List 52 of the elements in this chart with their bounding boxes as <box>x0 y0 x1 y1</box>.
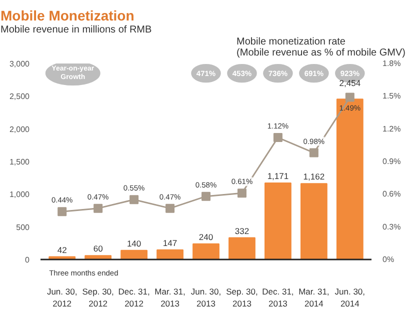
point <box>237 188 246 198</box>
x-tick-label: Jun. 30, 2014 <box>334 286 366 308</box>
y-tick-label: 3,000 <box>9 60 30 68</box>
y-tick-label: 500 <box>16 222 30 232</box>
y2-tick-label: 1.8% <box>382 59 401 68</box>
y-tick-label: 2,500 <box>9 92 30 102</box>
y-tick-label: 0 <box>25 256 30 264</box>
data-label: 332 <box>234 226 250 236</box>
point <box>94 204 103 213</box>
data-label: 42 <box>57 244 68 255</box>
y2-tick-label: 0.3% <box>382 222 401 232</box>
point <box>166 204 175 213</box>
data-label: 2,454 <box>339 78 361 88</box>
y2-tick-label: 0.6% <box>382 190 401 199</box>
y-tick-label: 1,500 <box>9 158 30 166</box>
data-label: 140 <box>126 238 142 248</box>
bar <box>120 250 148 260</box>
x-tick-label: Jun. 30, 2012 <box>46 286 78 308</box>
bar <box>156 249 184 260</box>
x-tick-label: Jun. 30, 2013 <box>190 286 222 308</box>
x-tick-label: Sep. 30, 2013 <box>226 286 258 308</box>
bar <box>336 98 364 260</box>
x-tick-label: Mar. 31, 2013 <box>154 286 186 308</box>
y2-axis-title: Mobile monetization rate (Mobile revenue as % of mobile GMV) <box>236 36 406 58</box>
chart-title: Mobile Monetization <box>0 8 134 24</box>
bar <box>300 183 328 260</box>
x-tick-label: Mar. 31, 2014 <box>298 286 330 308</box>
point <box>58 207 67 216</box>
y2-tick-label: 0.9% <box>382 157 401 166</box>
bar <box>192 243 220 260</box>
x-tick-label: Dec. 31, 2013 <box>262 286 294 308</box>
point <box>345 92 354 102</box>
data-label: 1,171 <box>267 170 289 181</box>
bar <box>228 237 256 260</box>
point <box>309 148 318 158</box>
x-tick-label: Sep. 30, 2012 <box>82 286 114 308</box>
y-tick-label: 2,000 <box>9 124 30 134</box>
data-label: 240 <box>198 232 214 242</box>
point <box>273 133 282 142</box>
y-tick-label: 1,000 <box>9 190 30 200</box>
x-tick-label: Dec. 31, 2012 <box>118 286 150 308</box>
bar <box>84 255 112 260</box>
y2-tick-label: 0% <box>382 255 394 264</box>
data-label: 1,162 <box>303 172 325 182</box>
point <box>202 192 210 201</box>
data-label: 60 <box>93 244 104 254</box>
y2-tick-label: 1.2% <box>382 124 401 134</box>
point <box>130 195 139 204</box>
y-axis-title: Mobile revenue in millions of RMB <box>0 24 152 36</box>
bar <box>264 182 292 260</box>
data-label: 147 <box>162 238 178 248</box>
y2-tick-label: 1.5% <box>382 92 401 101</box>
